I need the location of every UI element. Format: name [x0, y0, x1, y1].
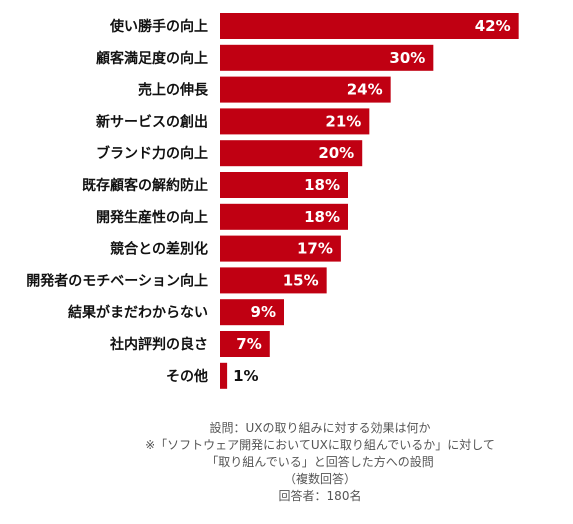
value-label: 42%	[475, 17, 511, 35]
category-label: 社内評判の良さ	[109, 336, 208, 353]
value-label: 17%	[297, 240, 333, 258]
value-label: 24%	[347, 81, 383, 99]
value-label: 18%	[304, 208, 340, 226]
bar	[220, 299, 284, 326]
notes-question: 設問：UXの取り組みに対する効果は何か	[209, 421, 431, 435]
bar	[220, 362, 228, 389]
bar	[220, 108, 370, 135]
category-label: その他	[166, 368, 208, 385]
survey-notes: 設問：UXの取り組みに対する効果は何か ※「ソフトウェア開発においてUXに取り組…	[140, 420, 500, 505]
value-label: 1%	[233, 367, 258, 385]
category-label: ブランド力の向上	[96, 145, 208, 162]
bar	[220, 76, 391, 103]
value-label: 7%	[236, 335, 261, 353]
notes-multiple-answer: （複数回答）	[283, 472, 356, 486]
value-label: 18%	[304, 176, 340, 194]
bar	[220, 331, 270, 357]
category-label: 既存顧客の解約防止	[82, 177, 208, 194]
bar	[220, 267, 327, 294]
bar	[220, 44, 434, 71]
value-label: 20%	[318, 144, 354, 162]
bar	[220, 140, 363, 167]
category-label: 新サービスの創出	[96, 113, 208, 130]
category-label: 顧客満足度の向上	[96, 50, 208, 67]
value-label: 21%	[325, 112, 361, 130]
notes-condition: ※「ソフトウェア開発においてUXに取り組んでいるか」に対して	[145, 438, 495, 452]
category-label: 競合との差別化	[110, 241, 208, 258]
category-label: 開発者のモチベーション向上	[26, 272, 208, 289]
category-label: 結果がまだわからない	[68, 304, 208, 321]
notes-respondents: 回答者：180名	[278, 489, 362, 503]
notes-target: 「取り組んでいる」と回答した方への設問	[206, 455, 434, 469]
bar	[220, 172, 348, 198]
bar	[220, 235, 341, 262]
category-label: 売上の伸長	[138, 82, 209, 99]
category-label: 開発生産性の向上	[96, 209, 208, 226]
value-label: 15%	[283, 271, 319, 289]
value-label: 30%	[389, 49, 425, 67]
value-label: 9%	[251, 303, 276, 321]
category-label: 使い勝手の向上	[109, 18, 208, 35]
bar	[220, 13, 519, 39]
bar	[220, 203, 348, 230]
